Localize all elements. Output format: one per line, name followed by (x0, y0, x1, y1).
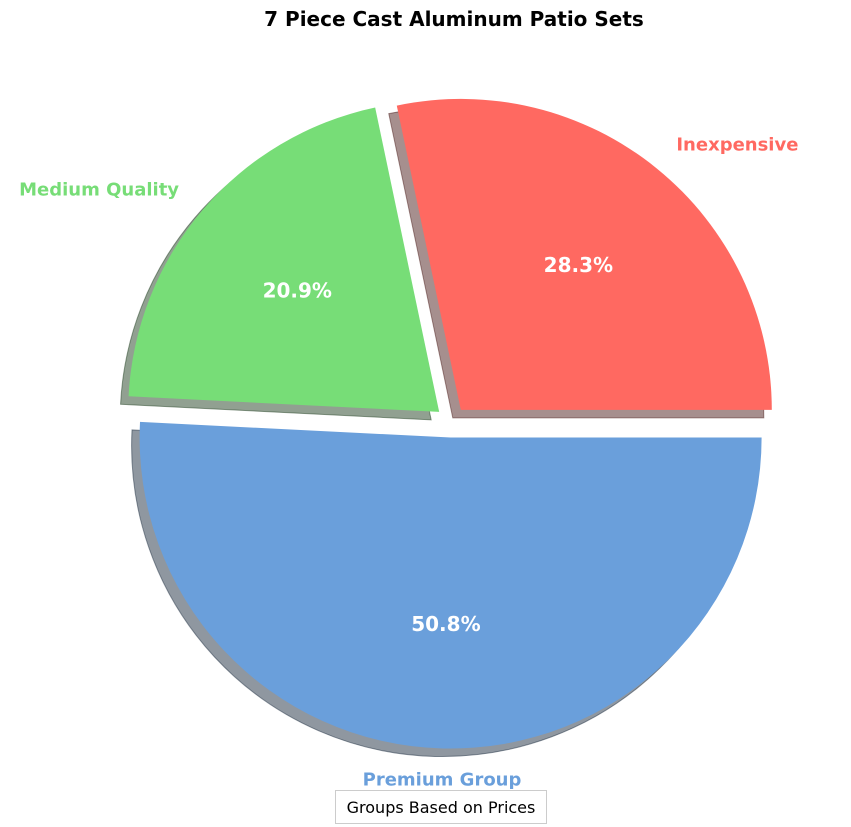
slice-label: Medium Quality (19, 180, 179, 201)
pct-label: 50.8% (411, 612, 480, 636)
pie-slice (139, 421, 762, 749)
pie-slice (128, 107, 440, 412)
legend-title: Groups Based on Prices (346, 797, 536, 817)
slice-label: Inexpensive (676, 134, 798, 155)
pct-label: 20.9% (263, 279, 332, 303)
slice-label: Premium Group (363, 770, 522, 791)
pie-slice (396, 98, 772, 410)
pct-label: 28.3% (544, 253, 613, 277)
legend: Groups Based on Prices (335, 790, 547, 824)
chart-title: 7 Piece Cast Aluminum Patio Sets (264, 7, 644, 31)
